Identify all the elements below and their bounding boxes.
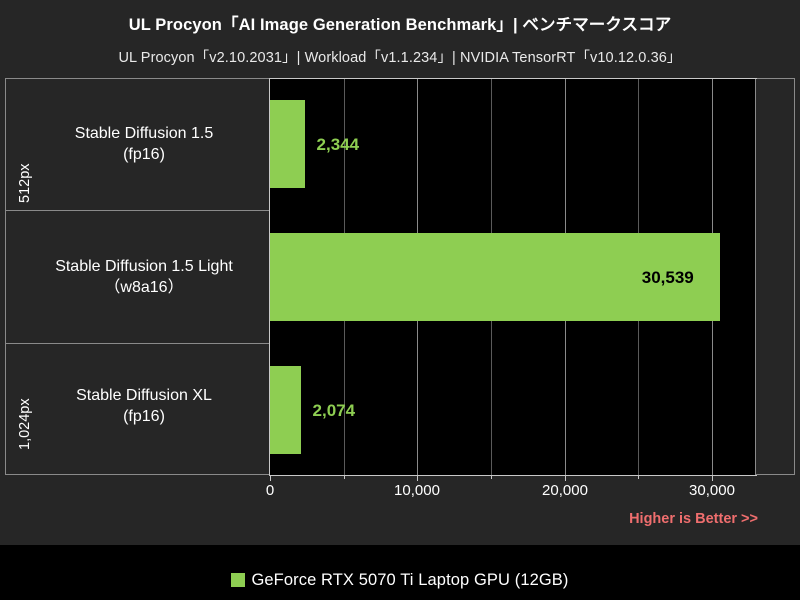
category-sub: (fp16) (123, 408, 165, 425)
category-name: Stable Diffusion XL (76, 387, 212, 404)
bar-value-label: 2,074 (312, 401, 356, 420)
x-axis-tick-label: 0 (265, 482, 275, 499)
category-label: Stable Diffusion 1.5 (fp16) (20, 123, 268, 165)
chart-subtitle: UL Procyon「v2.10.2031」| Workload「v1.1.23… (118, 50, 682, 66)
legend-label: GeForce RTX 5070 Ti Laptop GPU (12GB) (251, 570, 569, 589)
x-axis-tick (491, 476, 492, 479)
x-axis-line (269, 475, 757, 476)
y-axis-line (269, 78, 270, 476)
category-label: Stable Diffusion XL (fp16) (20, 385, 268, 427)
x-axis-tick (638, 476, 639, 479)
legend-swatch-icon (231, 573, 246, 587)
x-axis-tick (344, 476, 345, 479)
category-name: Stable Diffusion 1.5 (74, 125, 214, 142)
bar (270, 100, 305, 188)
chart-title: UL Procyon「AI Image Generation Benchmark… (128, 16, 672, 34)
bar-value-label: 2,344 (316, 135, 360, 154)
category-sub: （w8a16） (104, 279, 184, 296)
x-axis-tick (270, 476, 271, 481)
chart-header: UL Procyon「AI Image Generation Benchmark… (0, 0, 800, 78)
bar-value-label: 30,539 (641, 268, 694, 287)
group-label-512px: 512px (17, 163, 33, 203)
x-axis-tick (565, 476, 566, 481)
bar (270, 366, 301, 454)
category-name: Stable Diffusion 1.5 Light (55, 258, 233, 275)
category-label: Stable Diffusion 1.5 Light （w8a16） (20, 256, 268, 298)
x-axis-tick (417, 476, 418, 481)
higher-is-better-note: Higher is Better >> (629, 511, 758, 527)
chart-legend: GeForce RTX 5070 Ti Laptop GPU (12GB) (0, 560, 800, 600)
category-sub: (fp16) (123, 146, 165, 163)
bar (270, 233, 720, 321)
x-axis-tick-label: 10,000 (394, 482, 440, 499)
plot-top-border (270, 78, 757, 79)
x-axis-tick-label: 20,000 (542, 482, 588, 499)
x-axis-tick-label: 30,000 (689, 482, 735, 499)
x-axis-tick (712, 476, 713, 481)
